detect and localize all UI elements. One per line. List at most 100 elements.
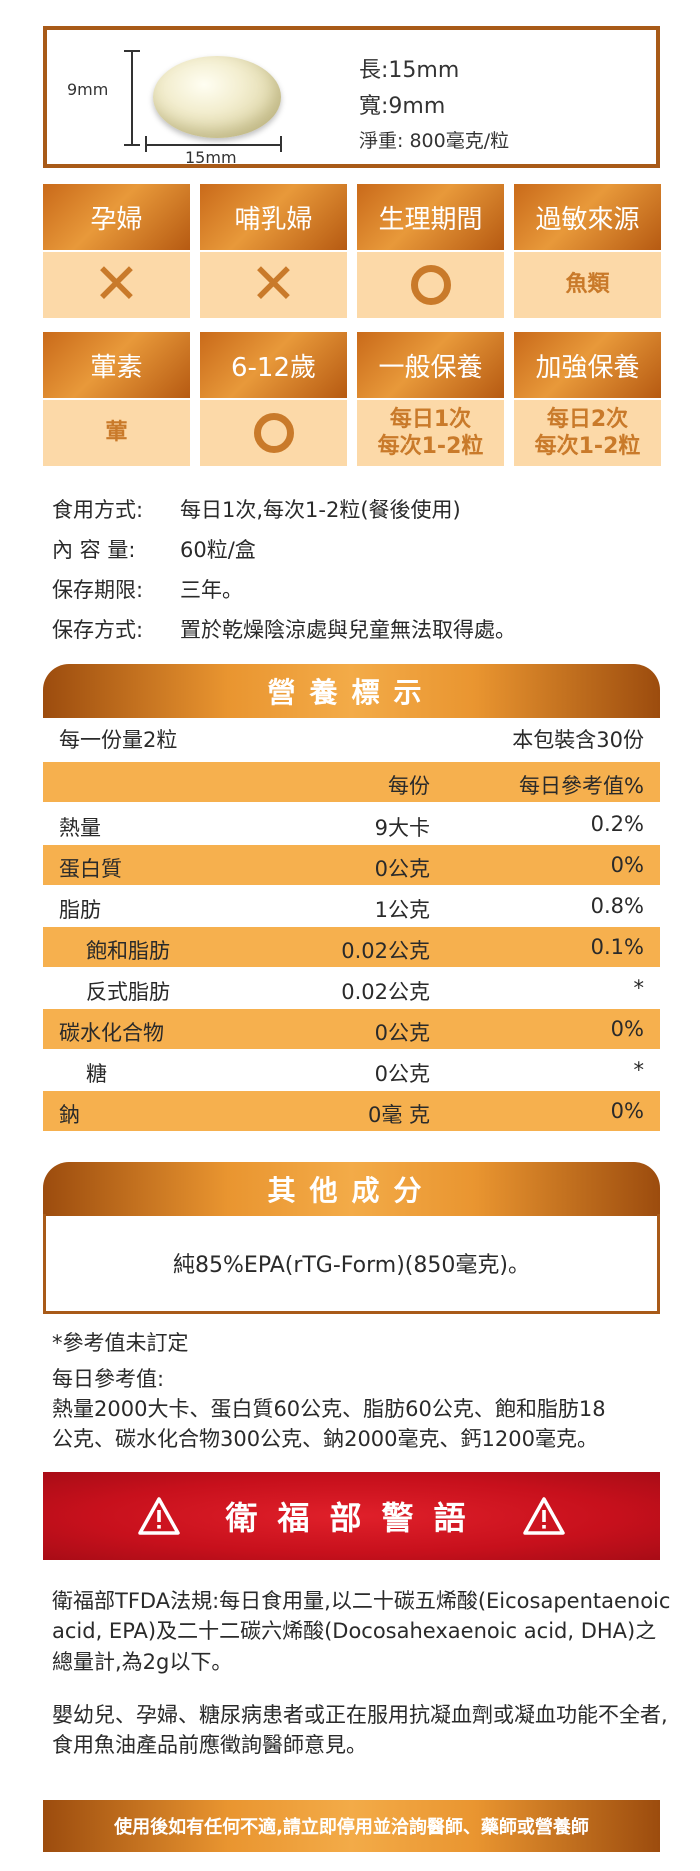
footer-advice-text: 使用後如有任何不適,請立即停用並洽詢醫師、藥師或營養師 — [114, 1817, 589, 1838]
cross-mark-icon: ✕ — [93, 252, 140, 317]
suitability-value-text: 葷 — [105, 420, 128, 446]
net-weight-spec: 淨重: 800毫克/粒 — [359, 130, 510, 152]
suitability-value-text: 魚類 — [565, 272, 610, 298]
usage-row: 內 容 量: 60粒/盒 — [52, 534, 256, 564]
nutrient-name: 鈉 — [59, 1103, 80, 1127]
usage-row: 保存方式: 置於乾燥陰涼處與兒童無法取得處。 — [52, 614, 516, 644]
usage-row: 保存期限: 三年。 — [52, 574, 243, 604]
cross-mark-icon: ✕ — [250, 252, 297, 317]
usage-label: 保存方式: — [52, 618, 144, 642]
softgel-capsule-image — [153, 56, 281, 138]
nutrition-title: 營養標示 — [43, 664, 660, 718]
circle-mark-icon — [410, 265, 451, 305]
suitability-value-cell: 每日2次 每次1-2粒 — [514, 400, 661, 466]
caution-text: 嬰幼兒、孕婦、糖尿病患者或正在服用抗凝血劑或凝血功能不全者,食用魚油產品前應徵詢… — [52, 1703, 668, 1758]
reference-note: *參考值未訂定 — [52, 1331, 189, 1355]
tfda-regulation-text: 衛福部TFDA法規:每日食用量,以二十碳五烯酸(Eicosapentaenoic… — [52, 1589, 671, 1674]
nutrition-row: 熱量 9大卡 0.2% — [43, 804, 660, 844]
suitability-header-cell: 過敏來源 — [514, 184, 661, 250]
nutrient-per-serving: 9大卡 — [374, 816, 430, 840]
nutrition-row: 脂肪 1公克 0.8% — [43, 886, 660, 926]
footer-advice-banner: 使用後如有任何不適,請立即停用並洽詢醫師、藥師或營養師 — [43, 1800, 660, 1852]
column-daily-value: 每日參考值% — [519, 774, 644, 798]
suitability-value-cell — [357, 252, 504, 318]
suitability-header-cell: 生理期間 — [357, 184, 504, 250]
nutrient-daily-value: 0% — [610, 1017, 644, 1041]
nutrient-name: 蛋白質 — [59, 857, 122, 881]
width-dimension-line — [145, 144, 281, 146]
usage-row: 食用方式: 每日1次,每次1-2粒(餐後使用) — [52, 494, 461, 524]
suitability-value-cell: ✕ — [43, 252, 190, 318]
suitability-header-cell: 加強保養 — [514, 332, 661, 398]
nutrient-name: 糖 — [86, 1062, 107, 1086]
nutrition-row: 糖 0公克 * — [43, 1050, 660, 1090]
nutrient-name: 脂肪 — [59, 898, 101, 922]
warning-triangle-icon — [522, 1497, 565, 1535]
suitability-header-cell: 6-12歲 — [200, 332, 347, 398]
nutrient-per-serving: 0公克 — [374, 1021, 430, 1045]
other-ingredients-title: 其他成分 — [43, 1162, 660, 1216]
nutrient-per-serving: 1公克 — [374, 898, 430, 922]
height-dimension-line — [131, 50, 133, 146]
suitability-header-cell: 一般保養 — [357, 332, 504, 398]
nutrition-row: 蛋白質 0公克 0% — [43, 845, 660, 885]
nutrient-name: 反式脂肪 — [86, 980, 170, 1004]
usage-value: 置於乾燥陰涼處與兒童無法取得處。 — [180, 618, 516, 642]
daily-reference-values: 公克、碳水化合物300公克、鈉2000毫克、鈣1200毫克。 — [52, 1427, 598, 1451]
nutrition-row: 反式脂肪 0.02公克 * — [43, 968, 660, 1008]
suitability-value-cell: 葷 — [43, 400, 190, 466]
height-dimension-cap — [124, 144, 140, 146]
suitability-header-cell: 孕婦 — [43, 184, 190, 250]
width-dimension-cap — [145, 136, 147, 152]
nutrient-daily-value: * — [633, 976, 645, 1000]
nutrition-row: 碳水化合物 0公克 0% — [43, 1009, 660, 1049]
suitability-value-cell: ✕ — [200, 252, 347, 318]
nutrient-per-serving: 0.02公克 — [341, 980, 430, 1004]
capsule-size-panel: 9mm 15mm 長:15mm 寬:9mm 淨重: 800毫克/粒 — [43, 26, 660, 168]
nutrient-daily-value: 0.8% — [590, 894, 644, 918]
nutrient-per-serving: 0毫 克 — [367, 1103, 430, 1127]
column-per-serving: 每份 — [388, 774, 430, 798]
nutrition-header-row: 每份 每日參考值% — [43, 762, 660, 802]
suitability-header-cell: 哺乳婦 — [200, 184, 347, 250]
suitability-value-cell: 魚類 — [514, 252, 661, 318]
warning-title: 衛福部警語 — [225, 1499, 486, 1537]
usage-label: 食用方式: — [52, 498, 144, 522]
health-warning-banner: 衛福部警語 — [43, 1472, 660, 1560]
circle-mark-icon — [253, 413, 294, 453]
usage-value: 三年。 — [180, 578, 243, 602]
other-ingredients-box: 純85%EPA(rTG-Form)(850毫克)。 — [43, 1214, 660, 1314]
servings-per-package: 本包裝含30份 — [512, 728, 644, 752]
suitability-value-text: 每日1次 每次1-2粒 — [377, 406, 484, 460]
warning-triangle-icon — [138, 1497, 181, 1535]
nutrient-daily-value: 0% — [610, 853, 644, 877]
daily-reference-label: 每日參考值: — [52, 1367, 165, 1391]
nutrient-daily-value: * — [633, 1058, 645, 1082]
nutrient-name: 碳水化合物 — [59, 1021, 164, 1045]
nutrient-name: 飽和脂肪 — [86, 939, 170, 963]
daily-reference-values: 熱量2000大卡、蛋白質60公克、脂肪60公克、飽和脂肪18 — [52, 1397, 606, 1421]
nutrient-daily-value: 0% — [610, 1099, 644, 1123]
nutrient-name: 熱量 — [59, 816, 101, 840]
nutrient-per-serving: 0公克 — [374, 1062, 430, 1086]
suitability-value-text: 每日2次 每次1-2粒 — [534, 406, 641, 460]
nutrient-daily-value: 0.2% — [590, 812, 644, 836]
length-spec: 長:15mm — [359, 58, 460, 83]
nutrient-per-serving: 0公克 — [374, 857, 430, 881]
serving-size: 每一份量2粒 — [59, 728, 178, 752]
height-label: 9mm — [67, 80, 109, 99]
breadth-spec: 寬:9mm — [359, 94, 446, 119]
suitability-header-cell: 葷素 — [43, 332, 190, 398]
nutrition-row: 鈉 0毫 克 0% — [43, 1091, 660, 1131]
height-dimension-cap — [124, 50, 140, 52]
width-dimension-cap — [280, 136, 282, 152]
usage-label: 內 容 量: — [52, 538, 136, 562]
usage-label: 保存期限: — [52, 578, 144, 602]
usage-value: 每日1次,每次1-2粒(餐後使用) — [180, 498, 461, 522]
width-label: 15mm — [185, 148, 237, 167]
nutrient-daily-value: 0.1% — [590, 935, 644, 959]
nutrition-row: 飽和脂肪 0.02公克 0.1% — [43, 927, 660, 967]
other-ingredients-text: 純85%EPA(rTG-Form)(850毫克)。 — [173, 1252, 530, 1278]
nutrient-per-serving: 0.02公克 — [341, 939, 430, 963]
usage-value: 60粒/盒 — [180, 538, 256, 562]
